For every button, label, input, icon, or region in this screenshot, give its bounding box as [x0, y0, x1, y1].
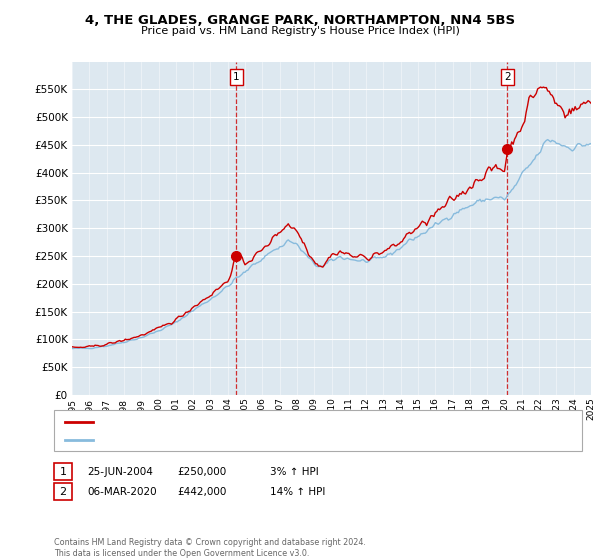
Text: £442,000: £442,000: [177, 487, 226, 497]
Text: Contains HM Land Registry data © Crown copyright and database right 2024.
This d: Contains HM Land Registry data © Crown c…: [54, 538, 366, 558]
Text: 14% ↑ HPI: 14% ↑ HPI: [270, 487, 325, 497]
Text: HPI: Average price, detached house, West Northamptonshire: HPI: Average price, detached house, West…: [100, 435, 397, 445]
Text: 1: 1: [59, 466, 67, 477]
Text: 4, THE GLADES, GRANGE PARK, NORTHAMPTON, NN4 5BS: 4, THE GLADES, GRANGE PARK, NORTHAMPTON,…: [85, 14, 515, 27]
Text: 4, THE GLADES, GRANGE PARK, NORTHAMPTON, NN4 5BS (detached house): 4, THE GLADES, GRANGE PARK, NORTHAMPTON,…: [100, 417, 472, 427]
Text: 06-MAR-2020: 06-MAR-2020: [87, 487, 157, 497]
Text: 1: 1: [233, 72, 239, 82]
Text: Price paid vs. HM Land Registry's House Price Index (HPI): Price paid vs. HM Land Registry's House …: [140, 26, 460, 36]
Text: 2: 2: [59, 487, 67, 497]
Text: 2: 2: [504, 72, 511, 82]
Text: £250,000: £250,000: [177, 466, 226, 477]
Text: 25-JUN-2004: 25-JUN-2004: [87, 466, 153, 477]
Text: 3% ↑ HPI: 3% ↑ HPI: [270, 466, 319, 477]
